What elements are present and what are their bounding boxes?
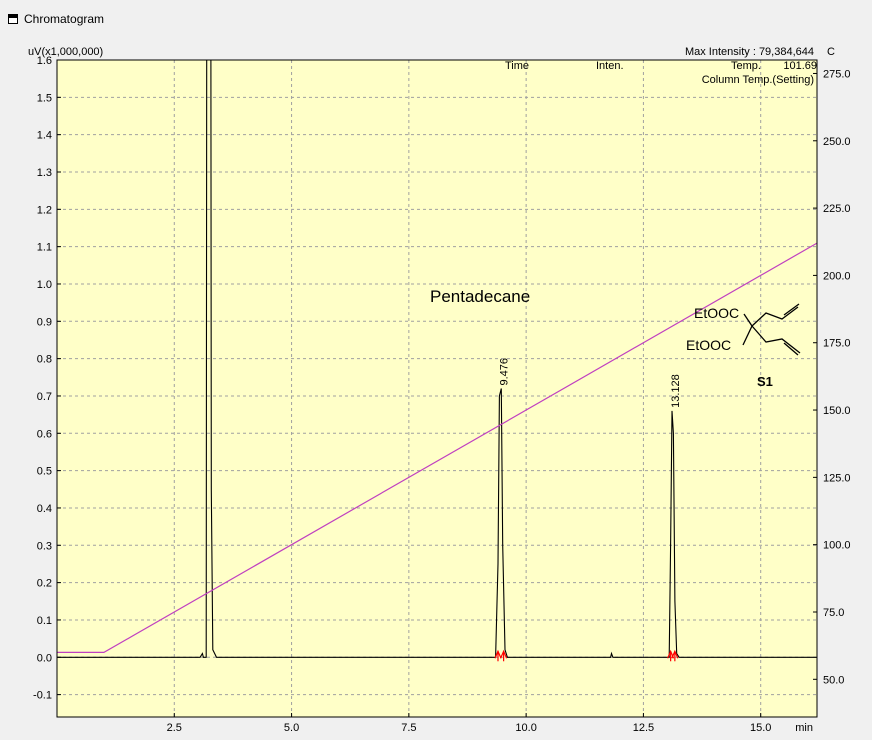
legend-column-temp: Column Temp.(Setting) <box>702 74 814 86</box>
y2-tick-label: 225.0 <box>823 203 851 215</box>
peak-retention-label: 9.476 <box>499 358 511 386</box>
peak-retention-label: 13.128 <box>670 374 682 408</box>
peak-marker-layer: 9.476 13.128 <box>494 358 682 662</box>
s1-allyl-chain-bottom <box>751 325 801 354</box>
header-col-inten: Inten. <box>596 60 624 72</box>
y2-tick-label: 250.0 <box>823 136 851 148</box>
y-tick-label: 0.4 <box>37 503 52 515</box>
x-tick-label: 2.5 <box>167 722 182 734</box>
y-tick-label: 1.6 <box>37 55 52 67</box>
y-tick-label: 1.5 <box>37 92 52 104</box>
tick-layer: 2.5 5.0 7.5 10.0 12.5 15.0 min -0.1 0.0 0.1 0.2 0.3… <box>33 55 851 734</box>
s1-ester-bottom: EtOOC <box>686 337 731 353</box>
plot-border <box>56 59 818 718</box>
s1-structure-diagram: EtOOC EtOOC <box>686 303 801 356</box>
window-title-bar: Chromatogram <box>8 10 104 28</box>
y-tick-label: 0.8 <box>37 354 52 366</box>
x-axis-label: min <box>795 722 813 734</box>
y-tick-label: 1.1 <box>37 242 52 254</box>
y2-tick-label: 125.0 <box>823 472 851 484</box>
plot-area <box>57 60 817 717</box>
s1-double-bond-top <box>783 303 800 316</box>
y-axis-unit-label: uV(x1,000,000) <box>28 46 103 58</box>
y-tick-label: 0.0 <box>37 652 52 664</box>
s1-allyl-chain-top <box>751 306 799 327</box>
y2-tick-label: 200.0 <box>823 270 851 282</box>
y-tick-label: 0.7 <box>37 391 52 403</box>
y2-axis-unit-label: C <box>827 46 835 58</box>
y-tick-label: 0.5 <box>37 466 52 478</box>
y-tick-label: 1.3 <box>37 167 52 179</box>
s1-double-bond-bottom <box>783 342 799 356</box>
s1-bond-bottom-ester <box>742 325 753 346</box>
y2-tick-label: 50.0 <box>823 674 844 686</box>
window-title: Chromatogram <box>24 12 105 26</box>
x-tick-label: 15.0 <box>750 722 771 734</box>
x-tick-label: 12.5 <box>633 722 654 734</box>
column-temp-line <box>57 242 818 654</box>
header-col-time: Time <box>505 60 529 72</box>
s1-bond-top-ester <box>743 313 753 327</box>
s1-label: S1 <box>757 374 773 389</box>
series-layer <box>57 59 818 658</box>
y-tick-label: 0.9 <box>37 316 52 328</box>
grid-layer <box>57 60 817 717</box>
y-tick-label: 1.0 <box>37 279 52 291</box>
y2-tick-label: 275.0 <box>823 68 851 80</box>
chromatogram-window-icon[interactable] <box>8 14 18 24</box>
header-col-temp: Temp. <box>731 60 761 72</box>
x-tick-label: 10.0 <box>515 722 536 734</box>
y-tick-label: 1.4 <box>37 130 52 142</box>
chromatogram-trace <box>57 59 817 658</box>
pentadecane-label: Pentadecane <box>430 287 530 306</box>
y-tick-label: 0.3 <box>37 540 52 552</box>
y-tick-label: -0.1 <box>33 690 52 702</box>
y2-tick-label: 75.0 <box>823 607 844 619</box>
s1-ester-top: EtOOC <box>694 305 739 321</box>
max-intensity-label: Max Intensity : 79,384,644 <box>685 46 814 58</box>
y2-tick-label: 150.0 <box>823 405 851 417</box>
y-tick-label: 0.1 <box>37 615 52 627</box>
y2-tick-label: 100.0 <box>823 540 851 552</box>
x-tick-label: 7.5 <box>401 722 416 734</box>
header-temp-value: 101.69 <box>783 60 817 72</box>
y-tick-label: 0.2 <box>37 578 52 590</box>
y2-tick-label: 175.0 <box>823 338 851 350</box>
y-tick-label: 1.2 <box>37 204 52 216</box>
x-tick-label: 5.0 <box>284 722 299 734</box>
y-tick-label: 0.6 <box>37 428 52 440</box>
